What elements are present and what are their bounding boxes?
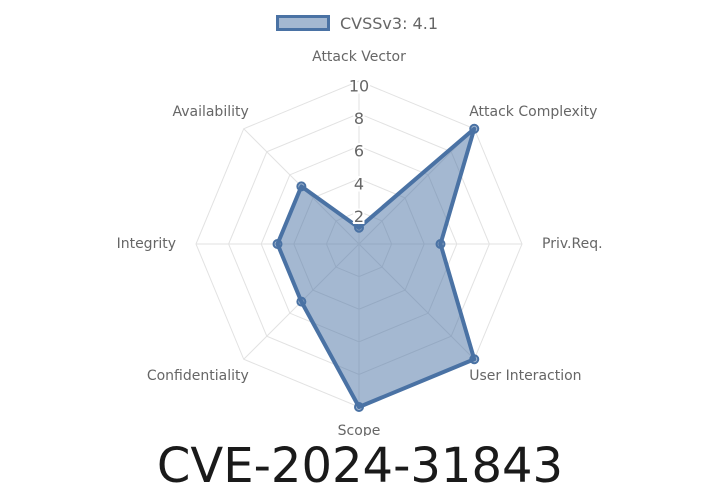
axis-label-user-interaction: User Interaction — [469, 368, 581, 384]
axis-label-integrity: Integrity — [117, 236, 176, 252]
data-point-priv-req[interactable] — [435, 239, 446, 249]
data-point-availability[interactable] — [296, 181, 307, 192]
radar-chart: 2 4 6 8 10 Attack Vector Attack Complexity Pri… — [117, 49, 603, 436]
r-tick-label: 2 — [354, 207, 364, 226]
cve-title: CVE-2024-31843 — [156, 438, 564, 494]
axis-label-availability: Availability — [172, 104, 248, 120]
data-point-user-interaction[interactable] — [469, 354, 480, 365]
axis-label-confidentiality: Confidentiality — [147, 368, 249, 384]
data-point-confidentiality[interactable] — [296, 296, 307, 307]
r-tick-label: 10 — [349, 77, 369, 96]
data-point-attack-vector[interactable] — [354, 222, 364, 233]
data-point-integrity[interactable] — [272, 239, 283, 249]
axis-label-priv-req: Priv.Req. — [542, 236, 603, 252]
series-area — [275, 126, 477, 409]
axis-label-scope: Scope — [338, 423, 381, 436]
axis-label-attack-vector: Attack Vector — [312, 49, 406, 65]
data-point-scope[interactable] — [354, 402, 364, 412]
data-point-attack-complexity[interactable] — [469, 123, 480, 134]
r-tick-label: 4 — [354, 174, 364, 193]
legend-label: CVSSv3: 4.1 — [340, 13, 438, 33]
legend-swatch[interactable] — [276, 15, 330, 31]
axis-label-attack-complexity: Attack Complexity — [469, 104, 597, 120]
legend: CVSSv3: 4.1 — [276, 10, 438, 36]
r-tick-label: 8 — [354, 109, 364, 128]
r-tick-label: 6 — [354, 142, 364, 161]
